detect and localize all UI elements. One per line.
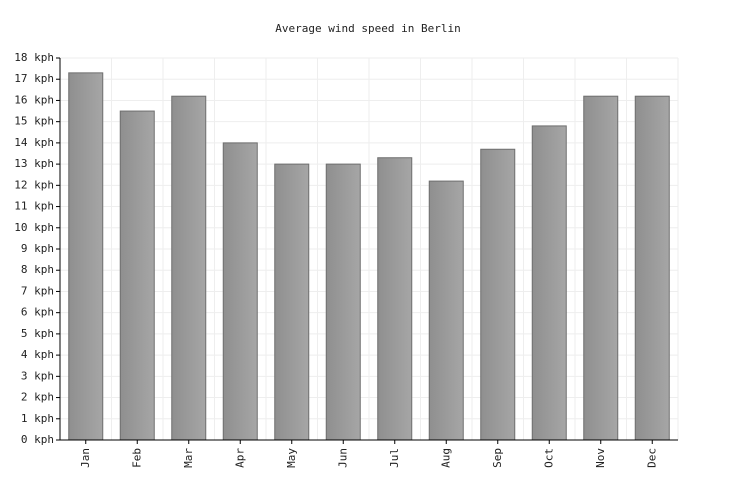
- y-tick-label: 8 kph: [21, 263, 54, 276]
- x-tick-label: Dec: [645, 448, 658, 468]
- y-tick-label: 9 kph: [21, 242, 54, 255]
- bar: [119, 110, 155, 441]
- y-tick-label: 1 kph: [21, 412, 54, 425]
- bar: [222, 142, 258, 441]
- x-tick-label: Nov: [594, 448, 607, 468]
- x-tick-label: Sep: [491, 448, 504, 468]
- bar: [480, 148, 516, 441]
- y-tick-label: 11 kph: [14, 200, 54, 213]
- x-tick-label: Jul: [388, 448, 401, 468]
- y-tick-label: 4 kph: [21, 348, 54, 361]
- y-tick-label: 2 kph: [21, 391, 54, 404]
- bar: [583, 95, 619, 441]
- y-tick-label: 7 kph: [21, 284, 54, 297]
- x-tick-label: Oct: [542, 448, 555, 468]
- bar: [325, 163, 361, 441]
- bar: [171, 95, 207, 441]
- bar: [531, 125, 567, 441]
- x-tick-label: Jun: [336, 448, 349, 468]
- bar: [274, 163, 310, 441]
- y-tick-label: 16 kph: [14, 93, 54, 106]
- y-tick-label: 13 kph: [14, 157, 54, 170]
- y-tick-label: 18 kph: [14, 51, 54, 64]
- y-tick-label: 0 kph: [21, 433, 54, 446]
- y-tick-label: 6 kph: [21, 306, 54, 319]
- x-tick-label: Jan: [79, 448, 92, 468]
- y-tick-label: 12 kph: [14, 178, 54, 191]
- x-tick-label: May: [285, 448, 298, 468]
- y-tick-label: 17 kph: [14, 72, 54, 85]
- x-tick-label: Apr: [233, 448, 246, 468]
- y-tick-label: 10 kph: [14, 221, 54, 234]
- bar: [634, 95, 670, 441]
- chart-title: Average wind speed in Berlin: [275, 22, 460, 35]
- y-tick-label: 5 kph: [21, 327, 54, 340]
- bar: [377, 157, 413, 441]
- x-tick-label: Aug: [439, 448, 452, 468]
- x-tick-label: Feb: [130, 448, 143, 468]
- x-tick-label: Mar: [182, 448, 195, 468]
- bar: [68, 72, 104, 441]
- y-tick-label: 14 kph: [14, 136, 54, 149]
- bar: [428, 180, 464, 441]
- y-tick-label: 15 kph: [14, 115, 54, 128]
- y-tick-label: 3 kph: [21, 369, 54, 382]
